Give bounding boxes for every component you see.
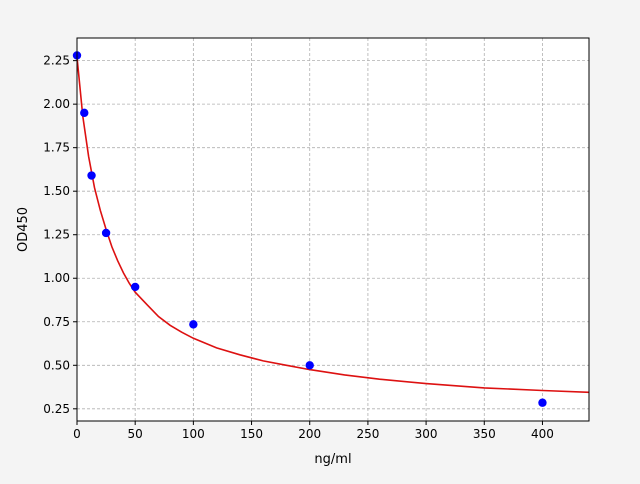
grid bbox=[76, 38, 589, 421]
x-tick-label: 400 bbox=[531, 427, 554, 441]
y-axis-ticks: 0.25 0.50 0.75 1.00 1.25 1.50 1.75 2.00 2.25 bbox=[43, 54, 77, 416]
y-tick-label: 1.00 bbox=[43, 271, 70, 285]
data-point bbox=[538, 398, 547, 407]
y-tick-label: 1.75 bbox=[43, 141, 70, 155]
plot-frame bbox=[76, 37, 590, 422]
y-tick-label: 0.50 bbox=[43, 358, 70, 372]
x-tick-label: 200 bbox=[298, 427, 321, 441]
x-tick-label: 250 bbox=[356, 427, 379, 441]
data-points bbox=[72, 51, 547, 407]
fit-curve-layer bbox=[76, 57, 590, 394]
x-tick-label: 350 bbox=[473, 427, 496, 441]
y-axis-label: OD450 bbox=[16, 207, 31, 252]
x-axis-label: ng/ml bbox=[314, 452, 351, 467]
x-tick-label: 150 bbox=[240, 427, 263, 441]
data-point bbox=[87, 171, 96, 180]
data-point bbox=[80, 108, 89, 118]
y-tick-label: 0.25 bbox=[43, 402, 70, 416]
y-tick-label: 1.50 bbox=[43, 184, 70, 198]
x-tick-label: 50 bbox=[128, 427, 143, 441]
y-tick-label: 1.25 bbox=[43, 228, 70, 242]
data-point bbox=[101, 228, 111, 238]
y-tick-label: 0.75 bbox=[43, 315, 70, 329]
y-tick-label: 2.25 bbox=[43, 54, 70, 68]
x-tick-label: 100 bbox=[182, 427, 205, 441]
data-point bbox=[130, 282, 140, 292]
plot-area bbox=[77, 38, 589, 421]
y-tick-label: 2.00 bbox=[43, 97, 70, 111]
x-tick-label: 0 bbox=[73, 427, 81, 441]
fit-curve bbox=[76, 57, 590, 394]
x-axis-ticks: 0 50 100 150 200 250 300 350 400 bbox=[73, 421, 554, 441]
x-tick-label: 300 bbox=[415, 427, 438, 441]
data-point bbox=[189, 320, 198, 329]
data-point bbox=[305, 361, 314, 370]
